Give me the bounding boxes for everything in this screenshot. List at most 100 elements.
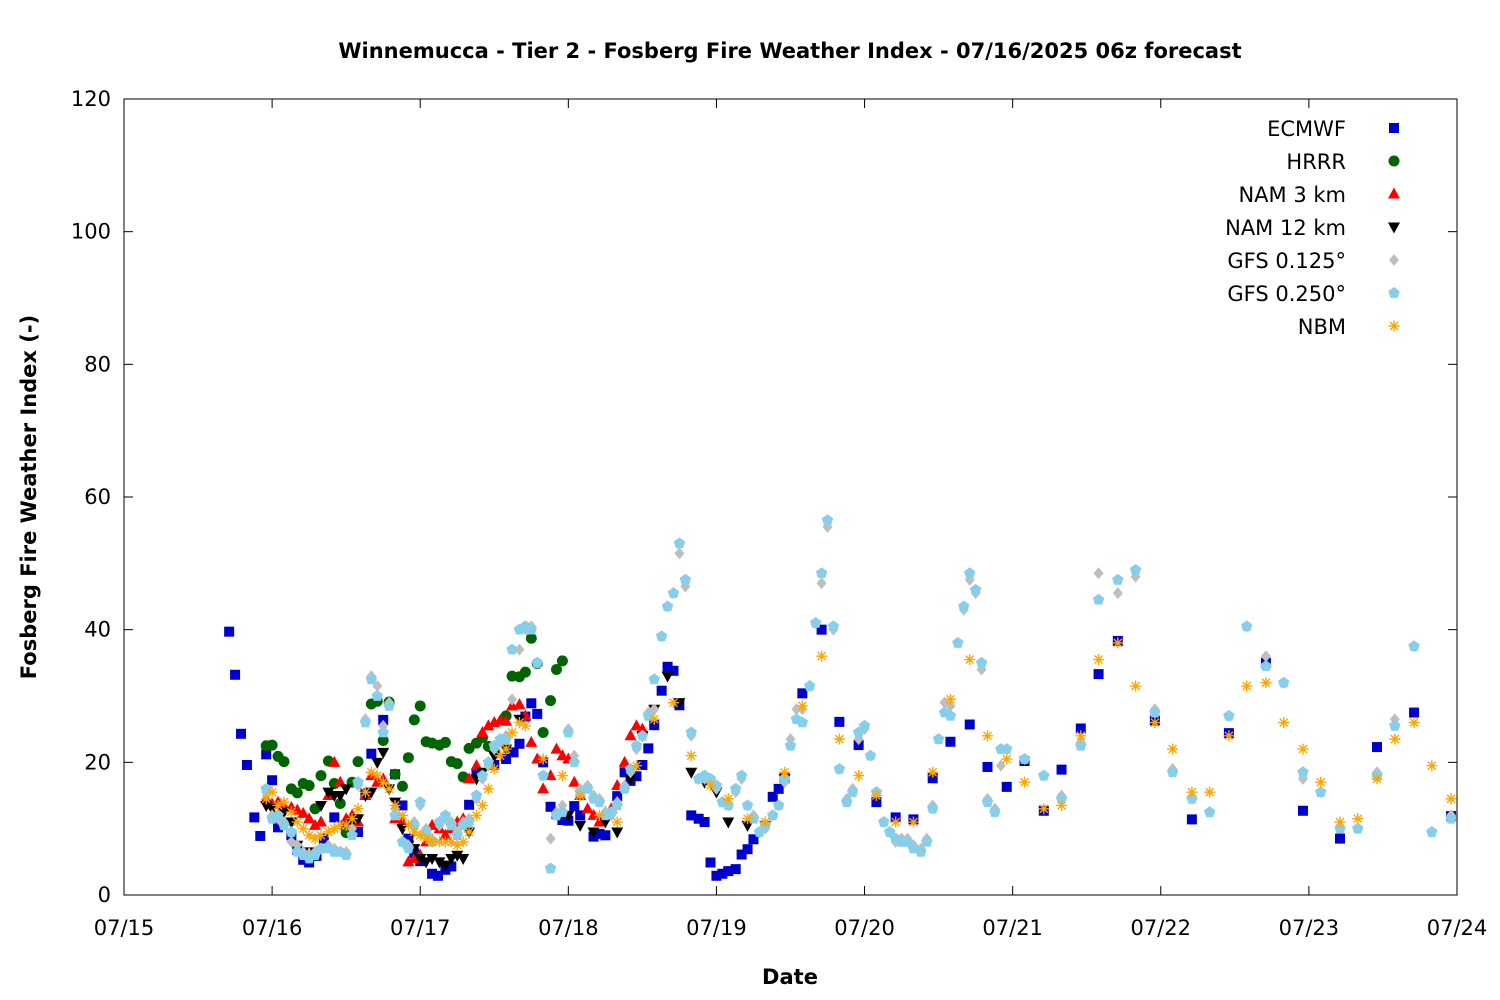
legend-marker-hrrr bbox=[1388, 155, 1400, 167]
nam-12-km-point bbox=[377, 747, 390, 759]
ecmwf-point bbox=[834, 716, 845, 727]
nbm-point bbox=[1371, 773, 1383, 785]
gfs-0-250-point bbox=[525, 623, 538, 635]
nam-12-km-point bbox=[426, 854, 439, 866]
nam-12-km-point bbox=[322, 787, 335, 799]
gfs-0-250-point bbox=[593, 796, 606, 807]
nbm-point bbox=[556, 770, 568, 782]
nam-3-km-point bbox=[476, 725, 489, 737]
gfs-0-250-point bbox=[704, 772, 717, 784]
hrrr-point bbox=[408, 714, 420, 726]
gfs-0-250-point bbox=[735, 769, 748, 781]
gfs-0-250-point bbox=[864, 749, 877, 761]
gfs-0-250-point bbox=[1166, 766, 1179, 778]
nbm-point bbox=[476, 799, 488, 811]
nam-3-km-point bbox=[525, 735, 538, 747]
nam-12-km-point bbox=[488, 751, 501, 763]
gfs-0-250-point bbox=[1018, 753, 1031, 764]
x-tick-label: 07/24 bbox=[1427, 916, 1488, 940]
gfs-0-250-point bbox=[642, 709, 655, 721]
ecmwf-point bbox=[736, 849, 747, 860]
legend-label: NAM 12 km bbox=[1225, 216, 1346, 240]
nam-3-km-point bbox=[396, 815, 409, 827]
gfs-0-250-point bbox=[679, 573, 692, 585]
gfs-0-250-point bbox=[630, 739, 643, 751]
gfs-0-250-point bbox=[975, 656, 988, 668]
ecmwf-point bbox=[816, 624, 827, 635]
gfs-0-250-point bbox=[964, 567, 976, 579]
nam-12-km-point bbox=[371, 757, 384, 769]
nam-3-km-point bbox=[618, 755, 631, 767]
nbm-point bbox=[322, 826, 334, 838]
gfs-0-250-point bbox=[833, 762, 846, 774]
gfs-0-250-point bbox=[611, 799, 623, 811]
nbm-point bbox=[365, 766, 377, 778]
gfs-0-250-point bbox=[1445, 812, 1457, 824]
gfs-0-250-point bbox=[784, 739, 797, 751]
gfs-0-250-point bbox=[884, 825, 896, 837]
nbm-point bbox=[796, 700, 808, 712]
y-tick-label: 60 bbox=[84, 485, 111, 509]
gfs-0-250-point bbox=[636, 729, 649, 741]
nbm-point bbox=[1186, 786, 1198, 798]
x-axis: 07/15 07/16 07/17 07/18 07/19 07/20 07/21 07/22… bbox=[94, 99, 1488, 940]
nbm-point bbox=[445, 836, 457, 848]
nam-3-km-point bbox=[408, 852, 421, 864]
hrrr-point bbox=[352, 756, 364, 768]
nam-3-km-point bbox=[593, 815, 606, 827]
nam-3-km-point bbox=[482, 719, 495, 731]
gfs-0-250-point bbox=[482, 756, 495, 768]
nbm-point bbox=[593, 809, 605, 821]
nam-12-km-point bbox=[365, 787, 378, 799]
hrrr-point bbox=[377, 734, 389, 746]
ecmwf-point bbox=[656, 685, 667, 696]
x-tick-label: 07/20 bbox=[834, 916, 895, 940]
gfs-0-250-point bbox=[377, 726, 389, 738]
gfs-0-250-point bbox=[1315, 786, 1327, 798]
ecmwf-point bbox=[594, 828, 605, 839]
gfs-0-250-point bbox=[944, 709, 957, 721]
nam-3-km-point bbox=[371, 775, 384, 787]
nbm-point bbox=[779, 766, 791, 778]
gfs-0-125-point bbox=[1093, 567, 1104, 580]
hrrr-point bbox=[291, 787, 303, 799]
hrrr-point bbox=[389, 768, 401, 780]
hrrr-point bbox=[451, 758, 463, 770]
legend-label: GFS 0.250° bbox=[1227, 282, 1346, 306]
legend-label: NAM 3 km bbox=[1238, 183, 1346, 207]
nbm-point bbox=[890, 816, 902, 828]
nam-3-km-point bbox=[334, 775, 347, 787]
ecmwf-point bbox=[767, 791, 778, 802]
hrrr-point bbox=[537, 726, 549, 738]
legend-label: NBM bbox=[1298, 315, 1346, 339]
nbm-point bbox=[457, 836, 469, 848]
nbm-point bbox=[426, 836, 438, 848]
nbm-point bbox=[1389, 733, 1401, 745]
gfs-0-250-point bbox=[989, 806, 1001, 817]
gfs-0-250-point bbox=[1426, 825, 1438, 837]
nbm-point bbox=[482, 783, 494, 795]
gfs-0-250-point bbox=[981, 796, 994, 807]
nam-12-km-point bbox=[722, 817, 735, 829]
x-tick-label: 07/19 bbox=[686, 916, 747, 940]
series-nbm bbox=[260, 637, 1457, 851]
nam-12-km-point bbox=[433, 857, 446, 869]
ecmwf-point bbox=[526, 698, 537, 709]
nam-12-km-point bbox=[285, 817, 298, 829]
ecmwf-point bbox=[397, 800, 408, 811]
nbm-point bbox=[334, 819, 346, 831]
nam-12-km-point bbox=[334, 791, 347, 802]
nam-12-km-point bbox=[587, 827, 600, 839]
gfs-0-250-point bbox=[847, 786, 859, 798]
gfs-0-125-point bbox=[514, 643, 525, 656]
gfs-0-250-point bbox=[340, 849, 352, 861]
gfs-0-250-point bbox=[463, 816, 475, 827]
gfs-0-250-point bbox=[827, 620, 840, 632]
legend-marker-gfs-0-125 bbox=[1389, 254, 1399, 266]
ecmwf-point bbox=[261, 749, 272, 760]
nbm-point bbox=[1408, 717, 1420, 729]
nam-3-km-point bbox=[500, 714, 513, 726]
ecmwf-point bbox=[1186, 814, 1197, 825]
gfs-0-250-point bbox=[796, 716, 809, 728]
